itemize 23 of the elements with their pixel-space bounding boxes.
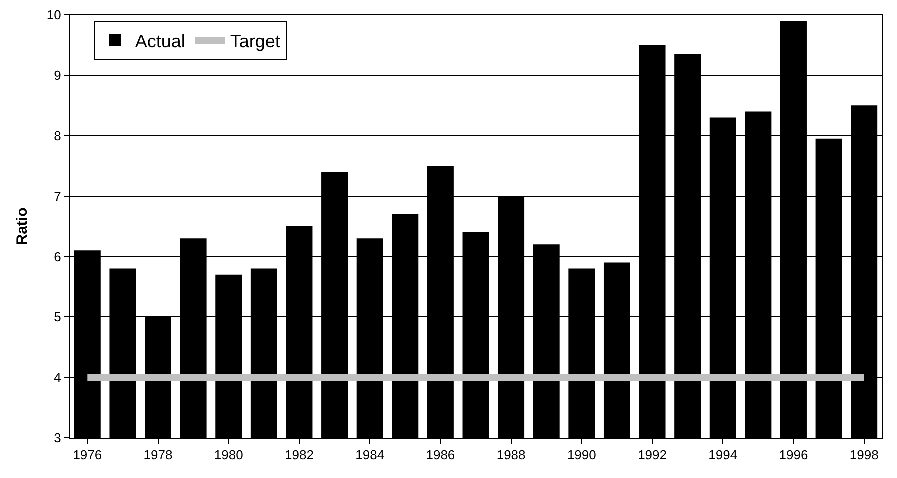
y-axis-title: Ratio — [14, 208, 32, 246]
x-tick-label: 1998 — [850, 448, 879, 463]
y-tick-label: 3 — [54, 430, 62, 446]
x-tick-label: 1990 — [567, 448, 596, 463]
x-tick-label: 1994 — [708, 448, 738, 463]
x-tick-label: 1978 — [144, 448, 173, 463]
y-tick-label: 9 — [54, 68, 62, 83]
legend-label: Actual — [135, 32, 186, 52]
y-tick-label: 7 — [54, 188, 62, 204]
y-tick-label: 4 — [54, 370, 62, 386]
legend-label: Target — [230, 32, 280, 52]
x-tick-label: 1992 — [638, 448, 667, 463]
y-tick-label: 5 — [54, 310, 62, 325]
x-tick-label: 1986 — [426, 448, 456, 463]
x-tick-label: 1996 — [779, 448, 808, 463]
x-tick-label: 1976 — [73, 448, 102, 463]
x-tick-label: 1980 — [214, 448, 244, 463]
x-tick-label: 1982 — [285, 448, 314, 463]
x-tick-label: 1988 — [496, 448, 526, 463]
x-tick-label: 1984 — [356, 448, 385, 463]
y-tick-label: 8 — [54, 128, 62, 144]
y-tick-label: 6 — [54, 249, 62, 264]
y-tick-label: 10 — [46, 8, 62, 23]
